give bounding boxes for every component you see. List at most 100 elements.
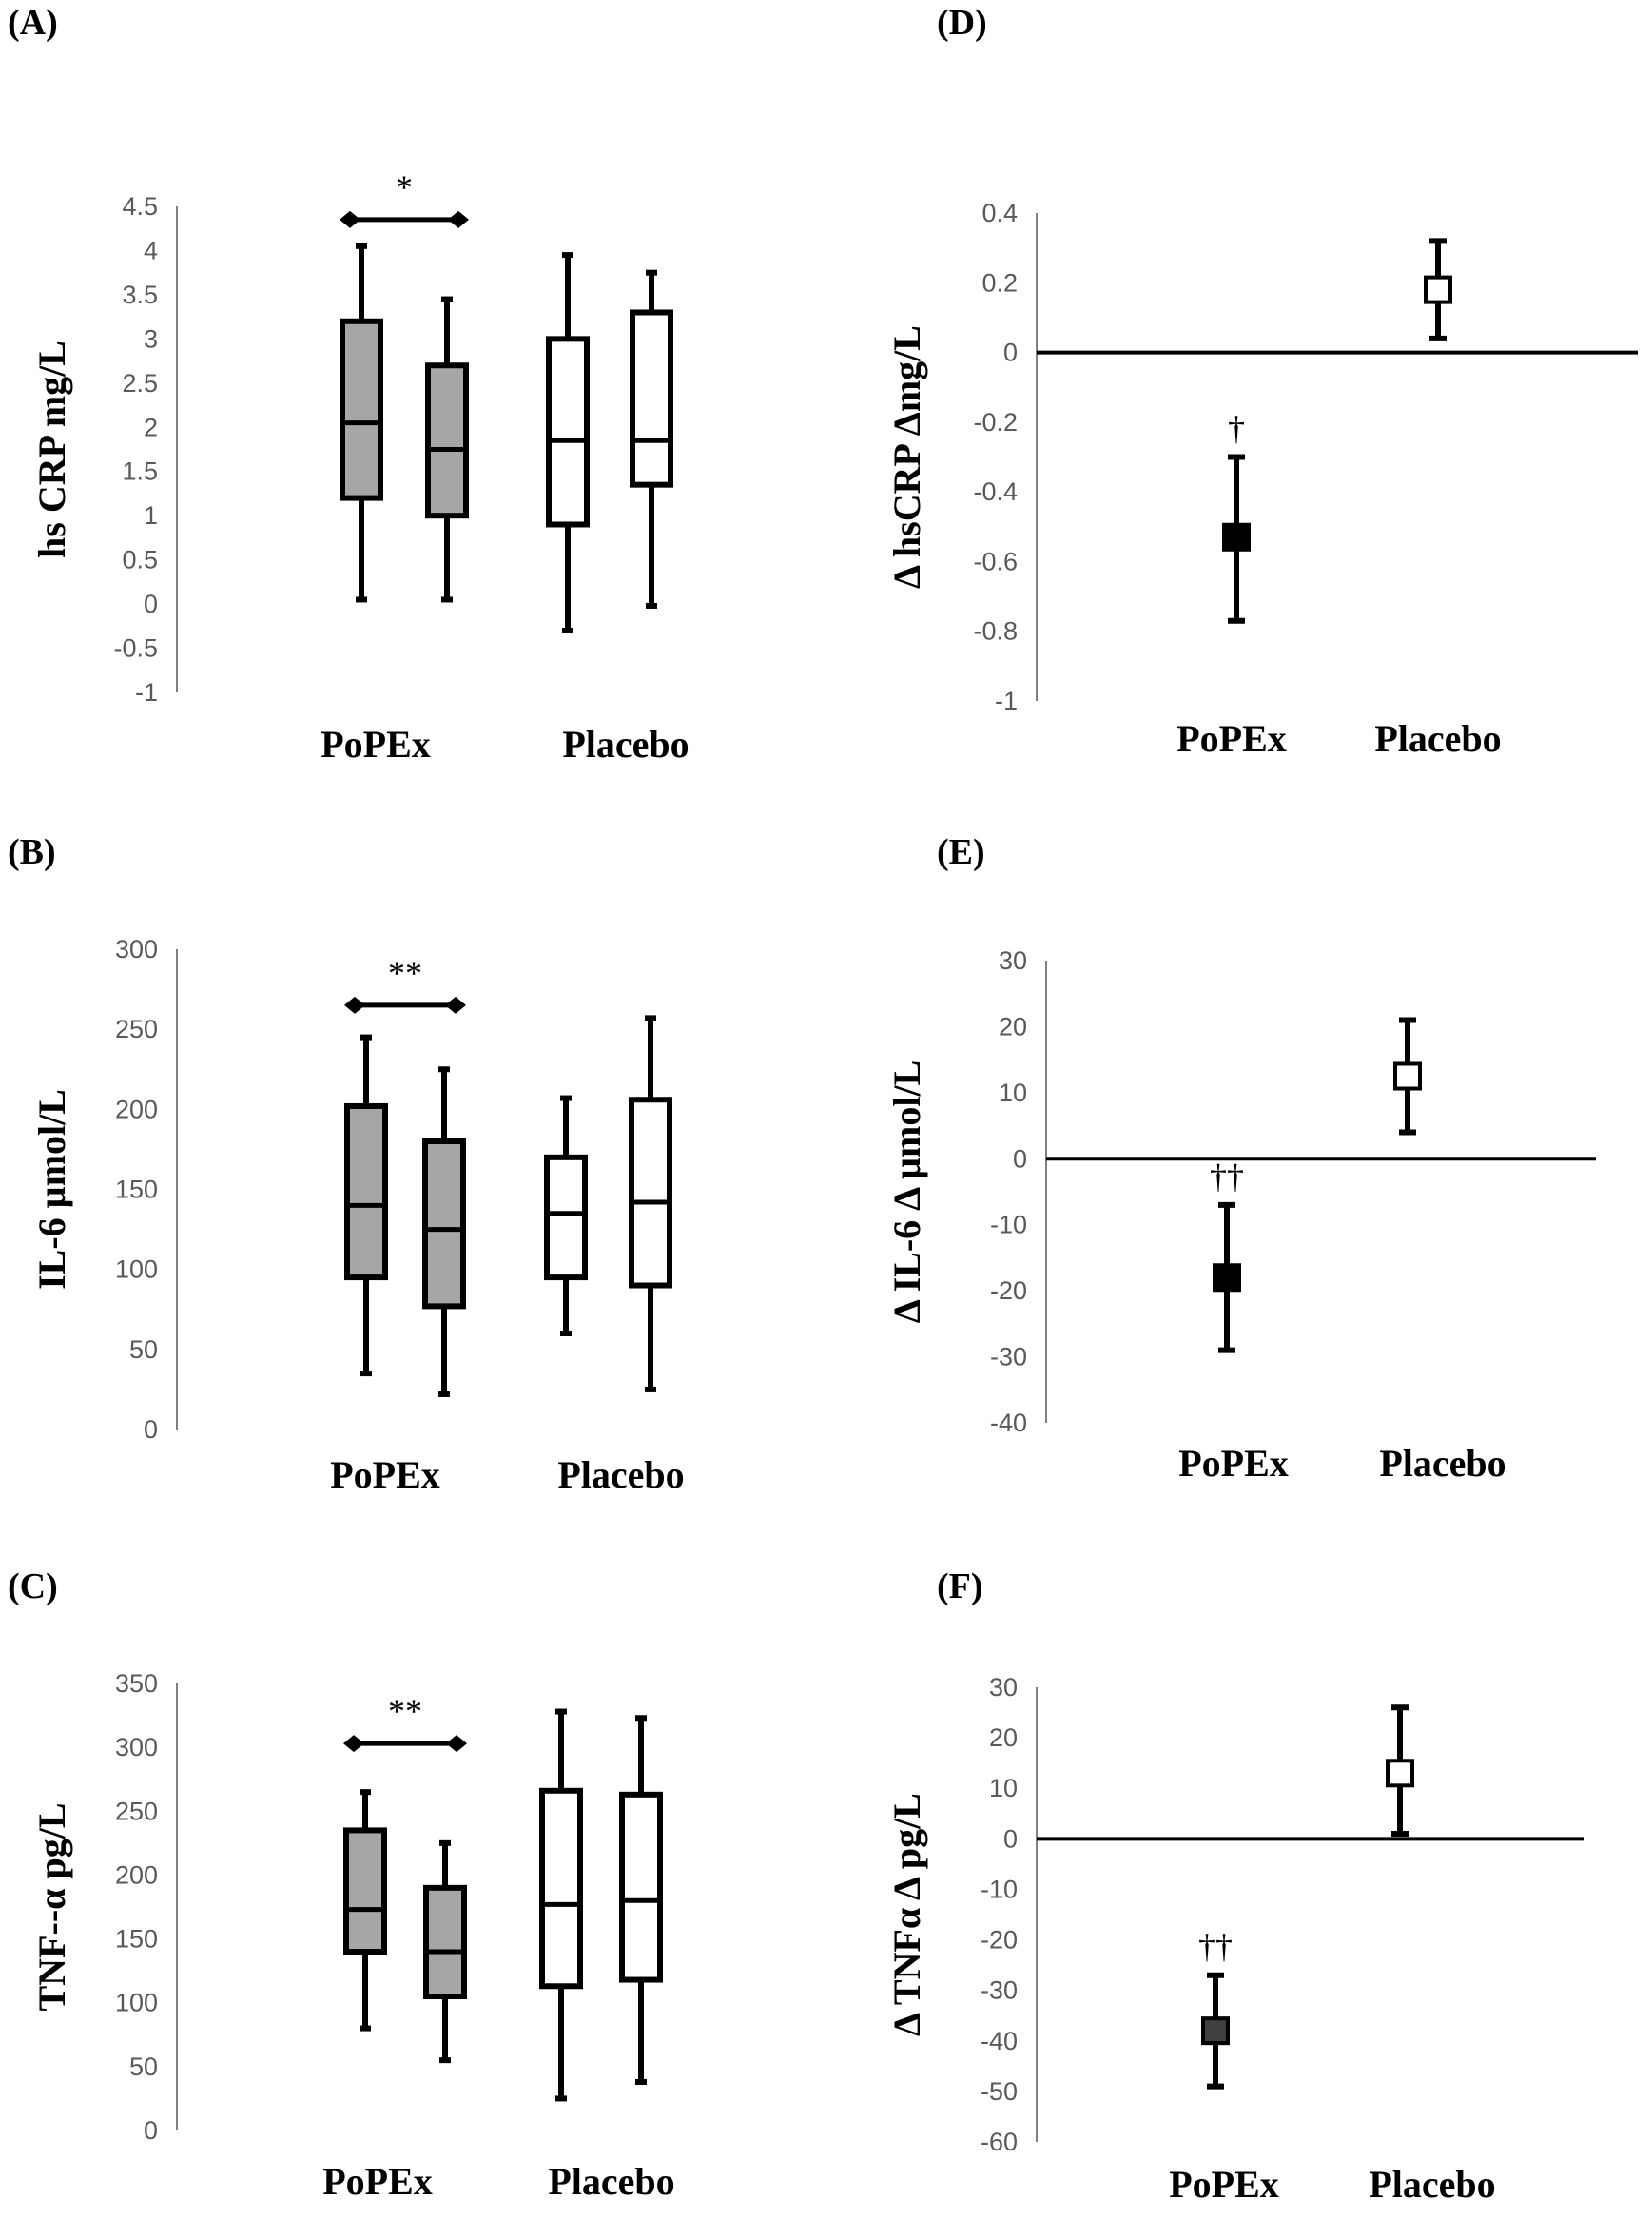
panel-letter: (A) xyxy=(8,3,58,43)
box-plot xyxy=(629,1015,672,1392)
y-tick-label: 100 xyxy=(115,1255,158,1284)
y-tick-label: 2 xyxy=(144,413,158,441)
significance-label: ** xyxy=(388,954,422,992)
y-tick-label: 0 xyxy=(144,2116,158,2145)
error-bar-point: †† xyxy=(1198,1928,1233,2090)
panel-d: (D) 0.4 0.2 0 -0.2 -0.4 -0.6 -0.8 -1 Δ hsCRP Δmg/… xyxy=(885,3,1638,760)
mean-marker xyxy=(1213,1263,1241,1293)
y-tick-label: 200 xyxy=(115,1860,158,1889)
y-tick-label: 10 xyxy=(989,1774,1018,1802)
error-bar-point: † xyxy=(1222,410,1251,624)
box-plot xyxy=(425,296,469,603)
y-tick-label: 250 xyxy=(115,1797,158,1825)
significance-dagger: † xyxy=(1228,410,1245,448)
box-plot xyxy=(539,1708,583,2102)
y-axis-label: Δ hsCRP Δmg/L xyxy=(885,325,928,589)
box xyxy=(619,1791,663,1983)
diamond-marker xyxy=(446,1735,467,1753)
significance-label: * xyxy=(396,168,413,206)
diamond-marker xyxy=(344,996,365,1014)
y-tick-label: 10 xyxy=(999,1079,1027,1107)
y-tick-label: -40 xyxy=(981,2027,1018,2055)
panel-b: (B) 300 250 200 150 100 50 0 IL-6 µmol/L PoPEx Pla… xyxy=(8,832,685,1496)
error-bar-point xyxy=(1386,1704,1414,1838)
significance-dagger: †† xyxy=(1198,1928,1233,1966)
y-axis-label: Δ IL-6 Δ µmol/L xyxy=(885,1060,928,1324)
category-label: PoPEx xyxy=(322,2160,433,2203)
box xyxy=(546,336,590,528)
y-tick-label: 200 xyxy=(115,1095,158,1123)
y-tick-label: -60 xyxy=(981,2128,1018,2156)
panel-c: (C) 350 300 250 200 150 100 50 0 TNF--α pg/L PoPEx… xyxy=(8,1566,675,2203)
box-plot xyxy=(423,1839,467,2064)
significance-dagger: †† xyxy=(1210,1158,1244,1196)
mean-marker xyxy=(1393,1061,1422,1091)
category-label: Placebo xyxy=(1369,2163,1495,2206)
mean-marker xyxy=(1424,275,1452,304)
y-axis-label: Δ TNFα Δ pg/L xyxy=(885,1793,928,2036)
box-plot xyxy=(344,1034,388,1377)
y-tick-label: -0.6 xyxy=(973,547,1018,575)
category-label: Placebo xyxy=(1374,717,1501,760)
category-label: PoPEx xyxy=(321,723,431,766)
significance-label: ** xyxy=(388,1692,422,1730)
y-tick-label: -1 xyxy=(135,678,158,707)
y-tick-label: 20 xyxy=(999,1012,1027,1041)
y-tick-label: -40 xyxy=(990,1409,1027,1437)
y-tick-label: 250 xyxy=(115,1015,158,1043)
box-plot xyxy=(619,1715,663,2085)
error-bar-point xyxy=(1393,1017,1422,1136)
box xyxy=(539,1787,583,1990)
mean-marker xyxy=(1386,1759,1414,1788)
y-tick-label: 4.5 xyxy=(122,192,158,221)
y-tick-label: 0.2 xyxy=(981,268,1018,297)
y-tick-label: -0.4 xyxy=(973,477,1018,506)
y-tick-label: -20 xyxy=(990,1276,1027,1305)
y-tick-label: 50 xyxy=(129,1335,158,1364)
box xyxy=(340,318,383,501)
y-tick-label: 3.5 xyxy=(122,281,158,309)
category-label: Placebo xyxy=(548,2160,674,2203)
box-plot xyxy=(343,1789,387,2032)
y-tick-label: -50 xyxy=(981,2077,1018,2106)
mean-marker xyxy=(1201,2016,1230,2046)
y-tick-label: 350 xyxy=(115,1669,158,1698)
box-plot xyxy=(422,1066,466,1397)
box-plot xyxy=(340,243,383,603)
y-tick-label: 0 xyxy=(144,1415,158,1444)
diamond-marker xyxy=(448,210,469,228)
diamond-marker xyxy=(343,1735,364,1753)
panel-e: (E) 30 20 10 0 -10 -20 -30 -40 Δ IL-6 Δ µmol/L PoP… xyxy=(885,832,1596,1485)
box xyxy=(423,1884,467,2000)
y-tick-label: 20 xyxy=(989,1723,1018,1752)
y-tick-label: -20 xyxy=(981,1926,1018,1955)
y-tick-label: 300 xyxy=(115,935,158,963)
box xyxy=(422,1138,466,1310)
y-tick-label: -10 xyxy=(990,1211,1027,1239)
y-tick-label: -0.2 xyxy=(973,408,1018,437)
panel-letter: (D) xyxy=(937,3,987,43)
box xyxy=(544,1154,588,1281)
box-plot xyxy=(544,1095,588,1336)
category-label: PoPEx xyxy=(1169,2163,1279,2206)
y-axis-label: hs CRP mg/L xyxy=(30,340,73,558)
diamond-marker xyxy=(340,210,360,228)
y-tick-label: 150 xyxy=(115,1176,158,1204)
box xyxy=(425,362,469,519)
y-tick-label: 0 xyxy=(144,590,158,618)
y-tick-label: 0 xyxy=(1013,1144,1027,1173)
panel-letter: (F) xyxy=(937,1566,983,1606)
panel-letter: (C) xyxy=(8,1566,58,1606)
y-tick-label: 2.5 xyxy=(122,369,158,398)
category-label: PoPEx xyxy=(1178,1442,1289,1485)
y-tick-label: 300 xyxy=(115,1733,158,1761)
y-tick-label: 30 xyxy=(989,1673,1018,1702)
y-tick-label: -10 xyxy=(981,1875,1018,1903)
error-bar-point xyxy=(1424,238,1452,341)
y-tick-label: 0.5 xyxy=(122,546,158,574)
category-label: PoPEx xyxy=(330,1453,440,1496)
box xyxy=(343,1827,387,1955)
y-tick-label: 50 xyxy=(129,2053,158,2081)
box xyxy=(344,1102,388,1281)
